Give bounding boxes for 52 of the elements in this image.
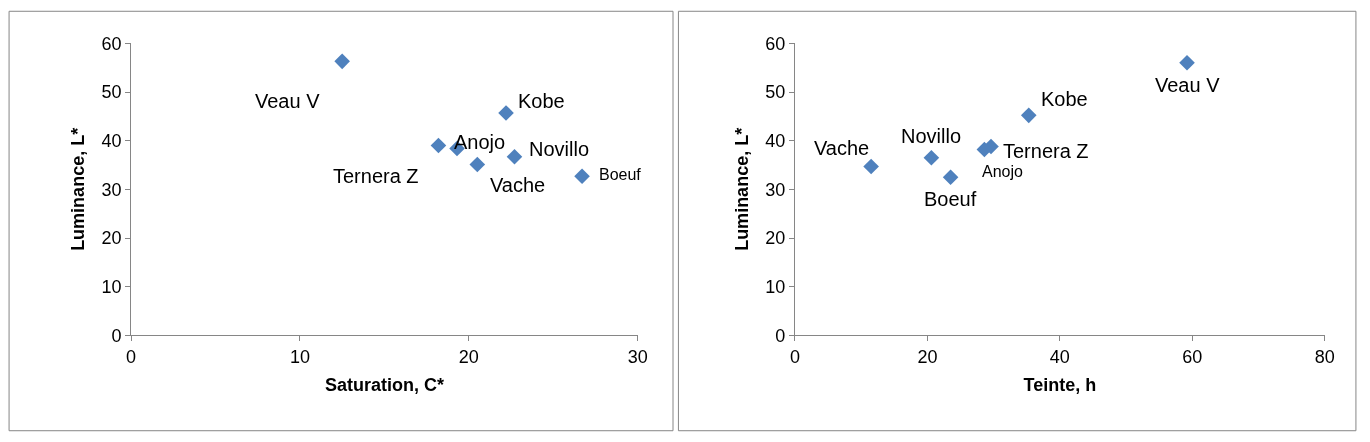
x-tick-label: 20 [458, 346, 479, 367]
y-axis-title: Luminance, L* [67, 127, 88, 251]
y-tick-label: 60 [101, 33, 122, 54]
point [1020, 107, 1037, 124]
x-tick-label: 40 [1049, 346, 1070, 367]
point [574, 168, 590, 185]
y-axis-title: Luminance, L* [731, 127, 752, 251]
annotation: Kobe [518, 90, 565, 112]
y-tick-label: 50 [101, 82, 122, 103]
point [923, 149, 940, 166]
y-tick-label: 40 [101, 130, 122, 151]
annotation: Veau V [1155, 74, 1221, 96]
x-tick-label: 0 [126, 346, 137, 367]
annotation: Vache [814, 137, 870, 159]
y-tick-label: 10 [765, 276, 786, 297]
x-tick-label: 80 [1314, 346, 1335, 367]
y-tick-label: 20 [765, 228, 786, 249]
y-tick-label: 40 [765, 130, 786, 151]
annotation: Anojo [982, 163, 1024, 180]
point [498, 105, 514, 121]
y-tick-label: 20 [101, 228, 122, 249]
point [506, 148, 523, 165]
annotation: Anojo [454, 131, 506, 153]
annotation: Novillo [901, 125, 962, 147]
annotation: Veau V [255, 90, 321, 112]
point [942, 169, 959, 185]
x-tick-label: 10 [289, 346, 310, 367]
y-tick-label: 60 [765, 33, 786, 54]
y-tick-label: 50 [765, 82, 786, 103]
annotation: Ternera Z [333, 165, 419, 187]
annotation: Boeuf [599, 166, 642, 183]
point [430, 137, 447, 154]
y-tick-label: 10 [101, 276, 122, 297]
annotation: Vache [490, 174, 546, 196]
point [1179, 55, 1195, 71]
annotation: Novillo [529, 138, 590, 160]
x-tick-label: 0 [789, 346, 800, 367]
annotation: Kobe [1041, 88, 1088, 110]
x-tick-label: 30 [627, 346, 648, 367]
y-tick-label: 30 [101, 179, 122, 200]
y-tick-label: 30 [765, 179, 786, 200]
point [863, 158, 879, 175]
x-tick-label: 20 [917, 346, 938, 367]
x-axis-title: Saturation, C* [324, 375, 444, 396]
point [469, 156, 486, 173]
y-tick-label: 0 [775, 325, 786, 346]
x-tick-label: 60 [1182, 346, 1203, 367]
x-axis-title: Teinte, h [1023, 375, 1097, 396]
y-tick-label: 0 [111, 325, 122, 346]
annotation: Boeuf [924, 188, 977, 210]
annotation: Ternera Z [1003, 140, 1089, 162]
point [334, 53, 350, 70]
